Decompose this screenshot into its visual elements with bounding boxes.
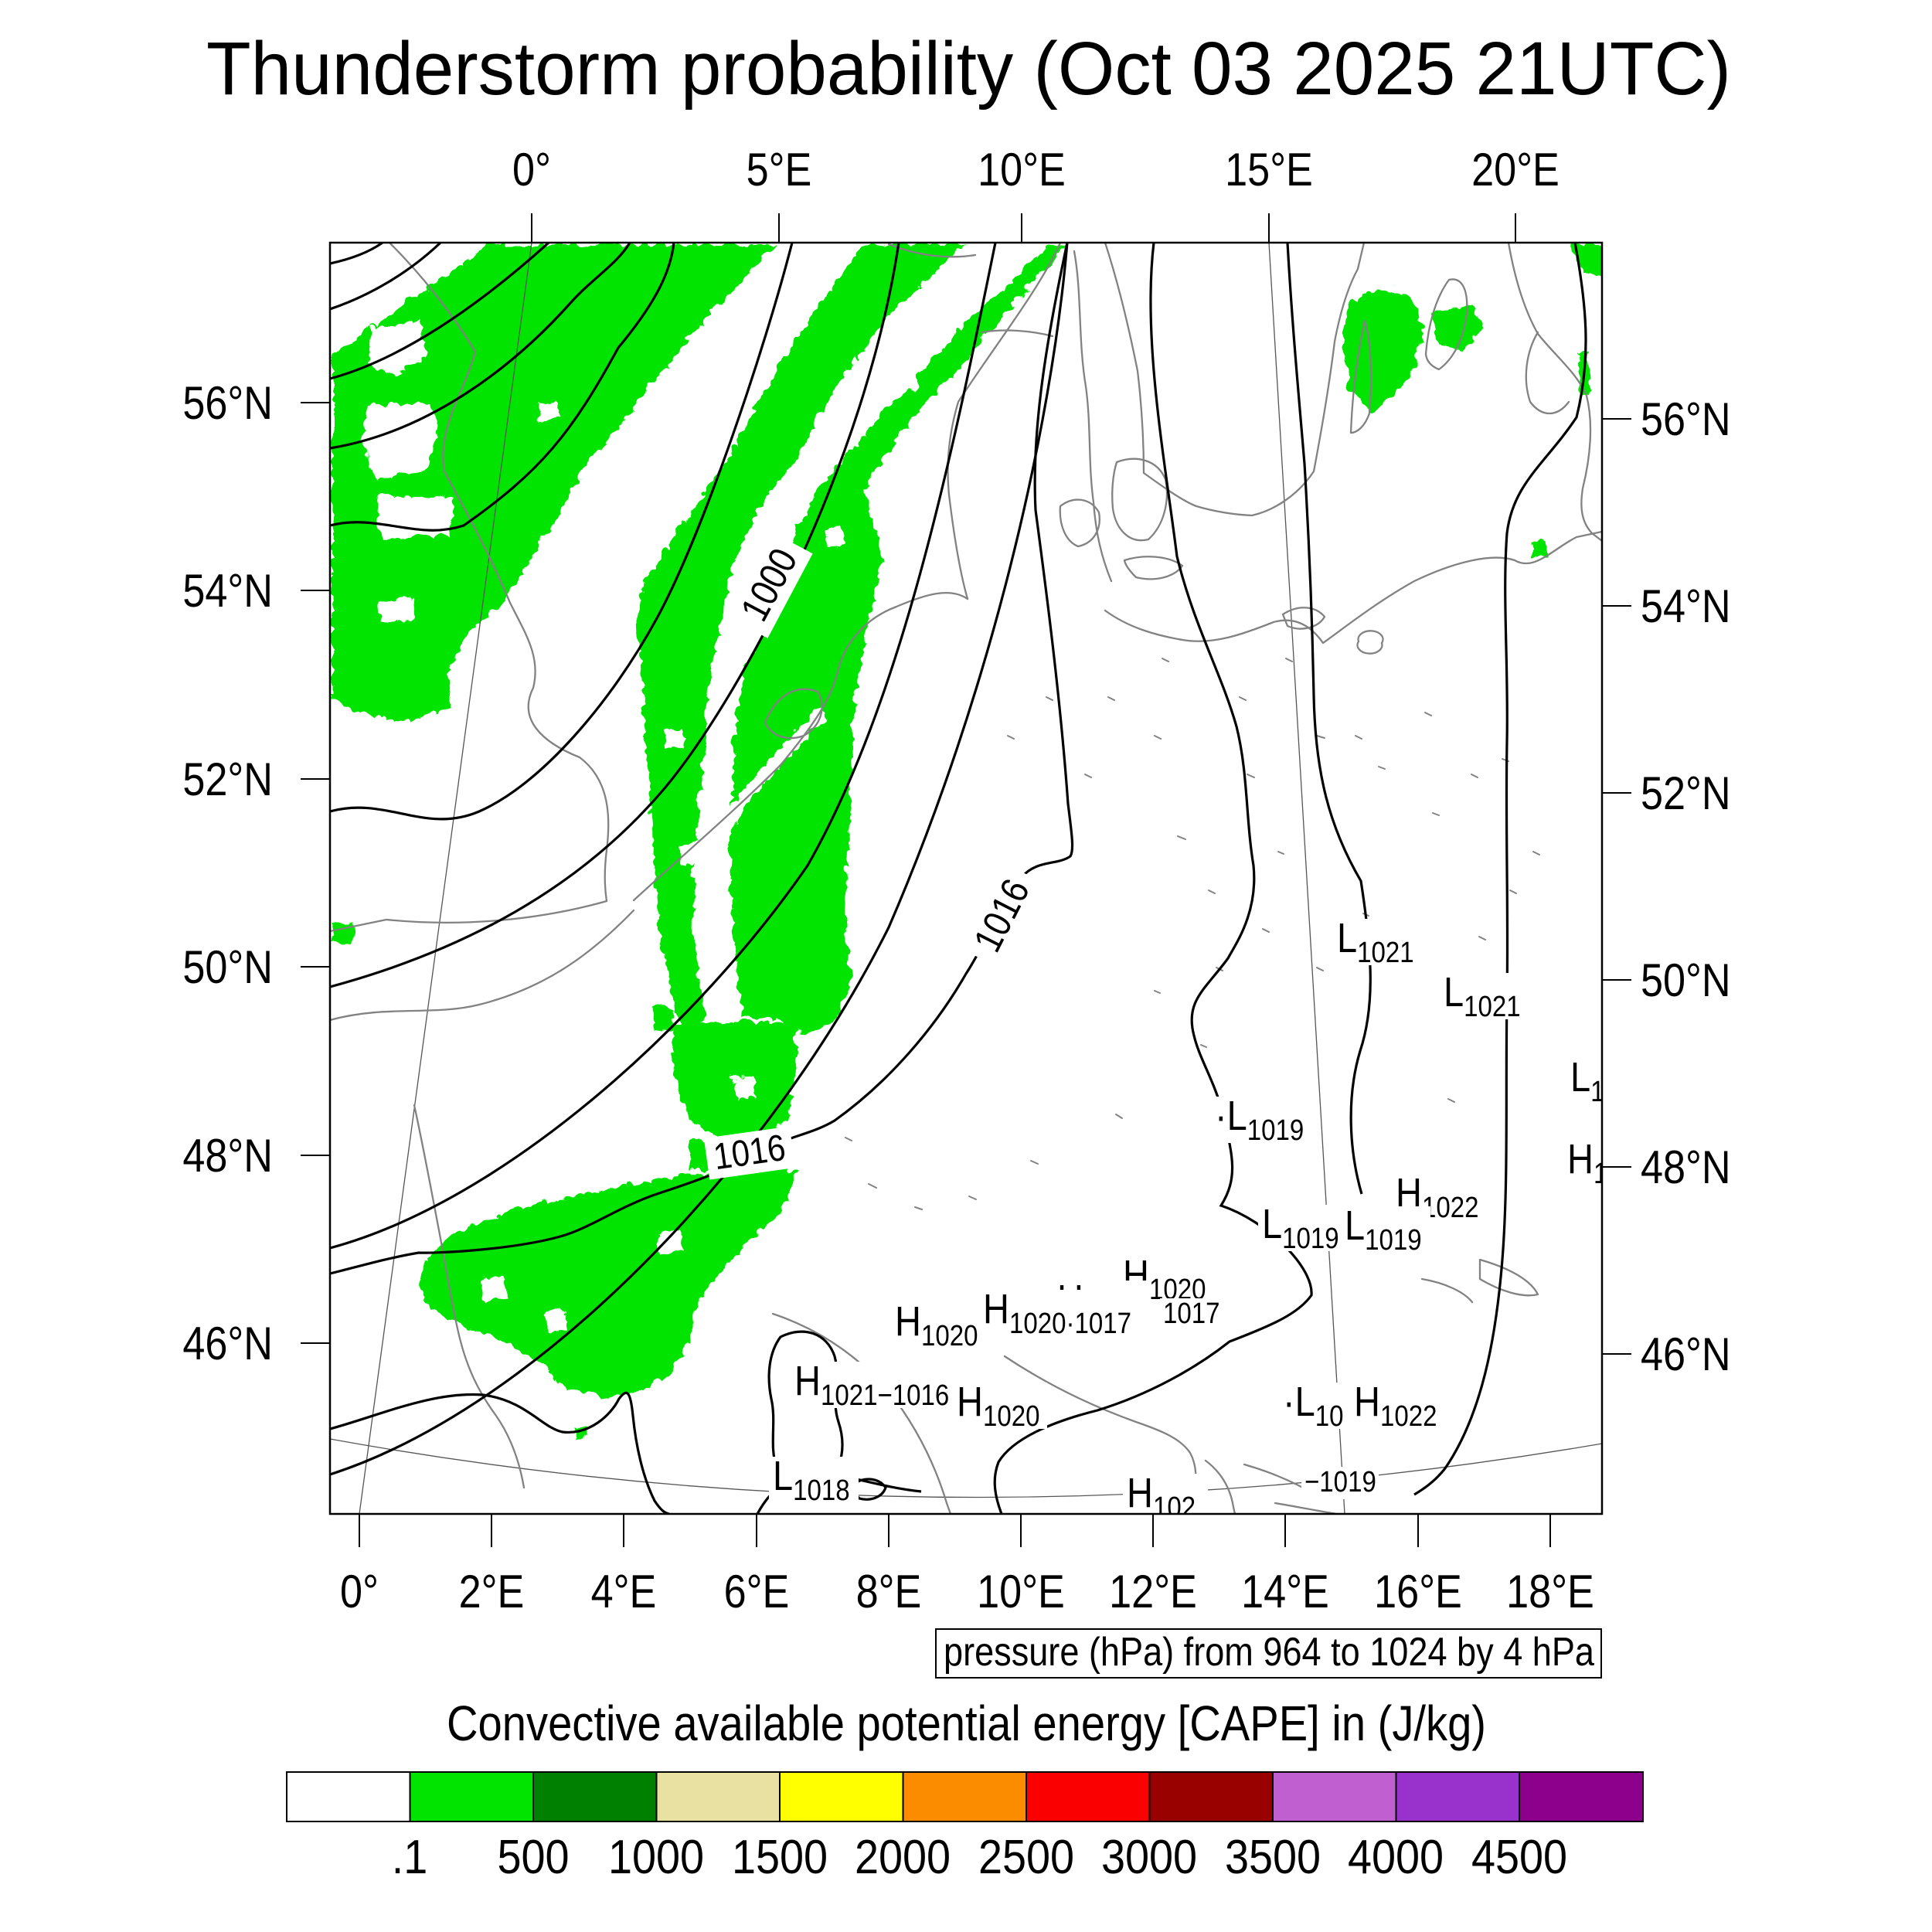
svg-text:46°N: 46°N [182, 1318, 273, 1369]
svg-text:15°E: 15°E [1225, 144, 1313, 196]
svg-text:pressure (hPa) from 964 to 102: pressure (hPa) from 964 to 1024 by 4 hPa [944, 1630, 1594, 1675]
svg-text:1017: 1017 [1163, 1297, 1220, 1330]
svg-text:2°E: 2°E [459, 1566, 525, 1617]
svg-text:4°E: 4°E [591, 1566, 657, 1617]
svg-text:18°E: 18°E [1506, 1566, 1594, 1617]
svg-text:16°E: 16°E [1374, 1566, 1462, 1617]
svg-text:12°E: 12°E [1109, 1566, 1197, 1617]
svg-text:0°: 0° [512, 144, 551, 196]
svg-text:48°N: 48°N [1641, 1141, 1731, 1193]
svg-text:52°N: 52°N [1641, 767, 1731, 819]
svg-text:50°N: 50°N [1641, 954, 1731, 1006]
svg-text:4000: 4000 [1348, 1831, 1444, 1883]
svg-text:1500: 1500 [732, 1831, 828, 1883]
svg-text:Convective available potential: Convective available potential energy [C… [447, 1696, 1486, 1751]
svg-text:2500: 2500 [978, 1831, 1074, 1883]
svg-text:6°E: 6°E [724, 1566, 790, 1617]
svg-text:0°: 0° [340, 1566, 379, 1617]
svg-text:.1: .1 [392, 1831, 428, 1883]
svg-text:Thunderstorm probability (Oct: Thunderstorm probability (Oct 03 2025 21… [206, 26, 1731, 111]
svg-text:56°N: 56°N [182, 377, 273, 429]
svg-text:L1019: L1019 [1345, 1202, 1422, 1257]
svg-text:−1019: −1019 [1304, 1465, 1376, 1498]
svg-text:50°N: 50°N [182, 941, 273, 993]
svg-text:5°E: 5°E [747, 144, 812, 196]
svg-text:10°E: 10°E [978, 144, 1066, 196]
svg-text:500: 500 [497, 1831, 569, 1883]
svg-text:3000: 3000 [1101, 1831, 1197, 1883]
svg-text:1016: 1016 [711, 1128, 787, 1178]
svg-text:4500: 4500 [1471, 1831, 1567, 1883]
svg-text:14°E: 14°E [1241, 1566, 1329, 1617]
svg-text:48°N: 48°N [182, 1130, 273, 1182]
svg-text:H1022: H1022 [1354, 1378, 1437, 1433]
svg-text:56°N: 56°N [1641, 393, 1731, 445]
svg-text:8°E: 8°E [856, 1566, 922, 1617]
svg-text:20°E: 20°E [1471, 144, 1560, 196]
svg-text:1000: 1000 [608, 1831, 704, 1883]
svg-text:54°N: 54°N [1641, 580, 1731, 632]
svg-text:H1021−1016: H1021−1016 [794, 1357, 949, 1412]
svg-text:2000: 2000 [855, 1831, 951, 1883]
svg-text:52°N: 52°N [182, 753, 273, 805]
svg-text:3500: 3500 [1225, 1831, 1321, 1883]
svg-text:46°N: 46°N [1641, 1328, 1731, 1380]
svg-text:10°E: 10°E [977, 1566, 1065, 1617]
svg-text:54°N: 54°N [182, 565, 273, 617]
